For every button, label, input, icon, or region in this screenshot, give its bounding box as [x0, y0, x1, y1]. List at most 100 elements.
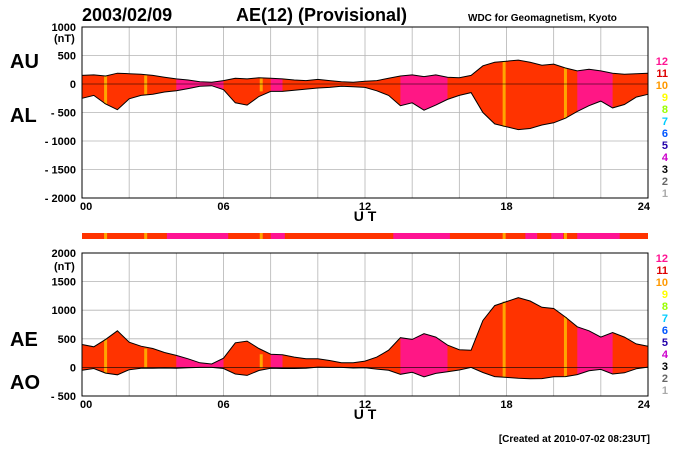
strip-peak-segment	[563, 233, 567, 239]
strip-coverage-segment	[393, 233, 450, 239]
au-label: AU	[10, 51, 39, 73]
au-al-x-axis-label: U T	[354, 208, 377, 224]
station-count-legend-entry: 1	[662, 188, 668, 200]
au-al-y-tick-label: - 2000	[45, 193, 76, 205]
station-count-legend-entry: 10	[656, 277, 668, 289]
ae-ao-y-tick-label: 2000	[52, 248, 76, 260]
au-al-panel: 1000 500 0 - 500 - 1000 - 1500 - 2000 00 06 12 18…	[10, 22, 651, 224]
ae-ao-x-tick-label: 12	[359, 399, 371, 411]
station-count-legend-entry: 11	[656, 68, 668, 80]
au-al-coverage-band	[176, 78, 224, 91]
au-al-coverage-band	[400, 74, 448, 111]
au-al-x-tick-label: 06	[217, 201, 229, 213]
station-count-legend-entry: 9	[662, 92, 668, 104]
strip-coverage-segment	[166, 233, 229, 239]
ae-label: AE	[10, 329, 38, 351]
ae-ao-y-tick-label: 500	[58, 334, 76, 346]
ae-ao-x-tick-label: 06	[217, 399, 229, 411]
station-count-legend-entry: 1	[662, 385, 668, 397]
ae-envelope-line	[81, 297, 649, 365]
ae-envelope-fill	[82, 297, 648, 368]
ae-ao-y-tick-label: 1500	[52, 277, 76, 289]
station-count-legend-entry: 11	[656, 265, 668, 277]
ae-ao-y-tick-label: 1000	[52, 305, 76, 317]
au-al-x-tick-labels: 00 06 12 18 24	[80, 201, 651, 213]
station-count-legend-entry: 3	[662, 164, 668, 176]
au-upper-envelope-fill	[82, 60, 648, 84]
al-lower-envelope-line	[81, 85, 649, 131]
ae-ao-x-tick-label: 24	[638, 399, 651, 411]
strip-peak-segment	[104, 233, 108, 239]
station-count-legend-entry: 12	[656, 56, 668, 68]
station-count-legend-entry: 4	[662, 349, 669, 361]
station-count-legend-entry: 2	[662, 373, 668, 385]
ae-ao-coverage-band	[577, 326, 613, 375]
au-al-unit-label: (nT)	[54, 33, 75, 45]
data-source: WDC for Geomagnetism, Kyoto	[468, 13, 617, 24]
ao-label: AO	[10, 372, 40, 394]
au-al-coverage-band	[577, 69, 613, 112]
au-al-y-tick-label: 0	[70, 79, 76, 91]
au-al-y-tick-labels: 1000 500 0 - 500 - 1000 - 1500 - 2000	[45, 22, 76, 205]
plot-date: 2003/02/09	[82, 5, 172, 25]
ae-ao-unit-label: (nT)	[54, 261, 75, 273]
station-count-color-strip	[82, 233, 648, 239]
ae-ao-y-tick-label: 0	[70, 362, 76, 374]
ae-ao-series	[81, 297, 649, 380]
station-count-legend-entry: 2	[662, 176, 668, 188]
station-count-legend-entry: 3	[662, 361, 668, 373]
au-al-y-tick-label: 500	[58, 51, 76, 63]
strip-peak-segment	[144, 233, 148, 239]
au-al-x-tick-label: 18	[500, 201, 512, 213]
station-count-legend-entry: 7	[662, 313, 668, 325]
ae-ao-coverage-band	[400, 333, 448, 377]
plot-title: AE(12) (Provisional)	[236, 5, 407, 25]
ae-ao-y-tick-labels: 2000 1500 1000 500 0 - 500	[51, 248, 76, 403]
ae-ao-x-axis-label: U T	[354, 406, 377, 422]
station-count-legend-entry: 4	[662, 152, 669, 164]
au-al-y-tick-label: - 1500	[45, 165, 76, 177]
al-lower-envelope-fill	[82, 84, 648, 130]
station-count-legend-entry: 8	[662, 301, 668, 313]
station-count-legend-entry: 5	[662, 140, 668, 152]
ao-envelope-fill	[82, 367, 648, 379]
au-al-coverage-band	[270, 78, 283, 92]
ae-ao-plot-frame	[81, 252, 649, 397]
station-count-legend-entry: 5	[662, 337, 668, 349]
au-al-y-tick-label: - 1000	[45, 136, 76, 148]
ae-ao-x-tick-label: 00	[80, 399, 92, 411]
al-label: AL	[10, 105, 37, 127]
station-count-legend-entry: 8	[662, 104, 668, 116]
au-upper-envelope-line	[81, 59, 649, 83]
created-timestamp: [Created at 2010-07-02 08:23UT]	[499, 434, 650, 445]
strip-coverage-segment	[551, 233, 564, 239]
ae-ao-x-tick-labels: 00 06 12 18 24	[80, 399, 651, 411]
ae-ao-coverage-band	[176, 355, 224, 369]
station-count-legend-entry: 6	[662, 325, 668, 337]
ae-ao-x-tick-label: 18	[500, 399, 512, 411]
au-al-x-tick-label: 24	[638, 201, 651, 213]
strip-peak-segment	[502, 233, 506, 239]
strip-coverage-segment	[525, 233, 538, 239]
station-count-legend-entry: 6	[662, 128, 668, 140]
au-al-x-tick-label: 12	[359, 201, 371, 213]
station-count-legend-entry: 7	[662, 116, 668, 128]
au-al-y-tick-label: 1000	[52, 22, 76, 34]
au-al-plot-frame	[81, 26, 649, 199]
ao-envelope-line	[81, 366, 649, 380]
au-al-series	[81, 59, 649, 131]
ae-ao-panel: 2000 1500 1000 500 0 - 500 00 06 12 18 24 (nT) U …	[10, 248, 651, 422]
station-count-legend-entry: 12	[656, 253, 668, 265]
strip-coverage-segment	[577, 233, 620, 239]
strip-coverage-segment	[270, 233, 285, 239]
station-count-legend-entry: 10	[656, 80, 668, 92]
ae-ao-coverage-band	[270, 354, 283, 369]
au-al-x-tick-label: 00	[80, 201, 92, 213]
station-count-legend-entry: 9	[662, 289, 668, 301]
ae-ao-y-tick-label: - 500	[51, 391, 76, 403]
strip-peak-segment	[259, 233, 263, 239]
strip-base	[82, 233, 648, 239]
